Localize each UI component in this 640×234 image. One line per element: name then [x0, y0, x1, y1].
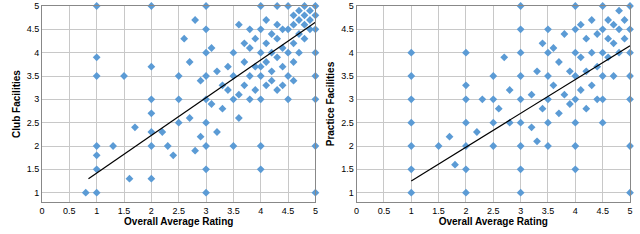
- svg-text:2: 2: [149, 206, 154, 216]
- svg-text:0.5: 0.5: [63, 206, 76, 216]
- svg-text:4.5: 4.5: [596, 206, 609, 216]
- svg-text:4: 4: [258, 206, 263, 216]
- svg-text:3: 3: [204, 206, 209, 216]
- svg-text:2: 2: [349, 141, 354, 151]
- svg-text:4: 4: [349, 48, 354, 58]
- svg-text:0.5: 0.5: [378, 206, 391, 216]
- svg-text:3.5: 3.5: [341, 71, 354, 81]
- svg-text:5: 5: [313, 206, 318, 216]
- svg-text:1: 1: [34, 188, 39, 198]
- svg-text:5: 5: [627, 206, 632, 216]
- svg-text:5: 5: [349, 1, 354, 11]
- svg-text:2.5: 2.5: [27, 118, 40, 128]
- svg-text:0: 0: [354, 206, 359, 216]
- svg-text:4.5: 4.5: [27, 24, 40, 34]
- svg-text:1: 1: [409, 206, 414, 216]
- svg-text:1.5: 1.5: [118, 206, 131, 216]
- svg-text:0: 0: [39, 206, 44, 216]
- svg-text:3: 3: [349, 94, 354, 104]
- svg-text:4: 4: [34, 48, 39, 58]
- svg-text:Overall Average Rating: Overall Average Rating: [124, 216, 233, 227]
- svg-text:2.5: 2.5: [172, 206, 185, 216]
- svg-text:1.5: 1.5: [27, 164, 40, 174]
- svg-text:5: 5: [34, 1, 39, 11]
- svg-text:2.5: 2.5: [487, 206, 500, 216]
- svg-text:4: 4: [573, 206, 578, 216]
- svg-text:Overall Average Rating: Overall Average Rating: [439, 216, 548, 227]
- svg-text:3.5: 3.5: [227, 206, 240, 216]
- svg-text:Practice Facilities: Practice Facilities: [325, 61, 336, 146]
- svg-text:2: 2: [34, 141, 39, 151]
- svg-text:2.5: 2.5: [341, 118, 354, 128]
- svg-text:Club Facilities: Club Facilities: [11, 70, 22, 138]
- svg-text:1: 1: [349, 188, 354, 198]
- svg-text:3: 3: [518, 206, 523, 216]
- svg-text:2: 2: [463, 206, 468, 216]
- svg-text:4.5: 4.5: [341, 24, 354, 34]
- svg-text:1.5: 1.5: [432, 206, 445, 216]
- svg-text:3.5: 3.5: [542, 206, 555, 216]
- svg-text:3: 3: [34, 94, 39, 104]
- svg-text:1: 1: [94, 206, 99, 216]
- svg-text:3.5: 3.5: [27, 71, 40, 81]
- svg-text:4.5: 4.5: [282, 206, 295, 216]
- svg-text:1.5: 1.5: [341, 164, 354, 174]
